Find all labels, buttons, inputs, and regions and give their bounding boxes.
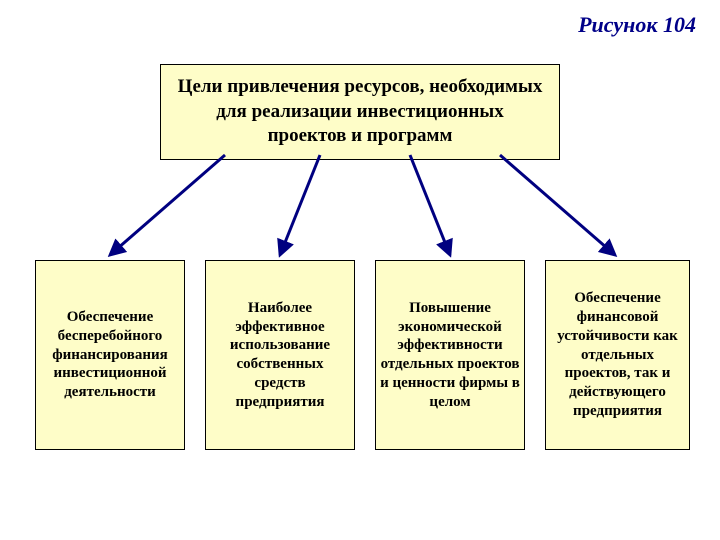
child-box-3: Повышение экономической эффективности от… <box>375 260 525 450</box>
figure-title: Рисунок 104 <box>578 12 696 38</box>
child-box-1: Обеспечение бесперебойного финансировани… <box>35 260 185 450</box>
child-box-4: Обеспечение финансовой устойчивости как … <box>545 260 690 450</box>
child-box-2: Наиболее эффективное использование собст… <box>205 260 355 450</box>
main-goal-box: Цели привлечения ресурсов, необходимых д… <box>160 64 560 160</box>
